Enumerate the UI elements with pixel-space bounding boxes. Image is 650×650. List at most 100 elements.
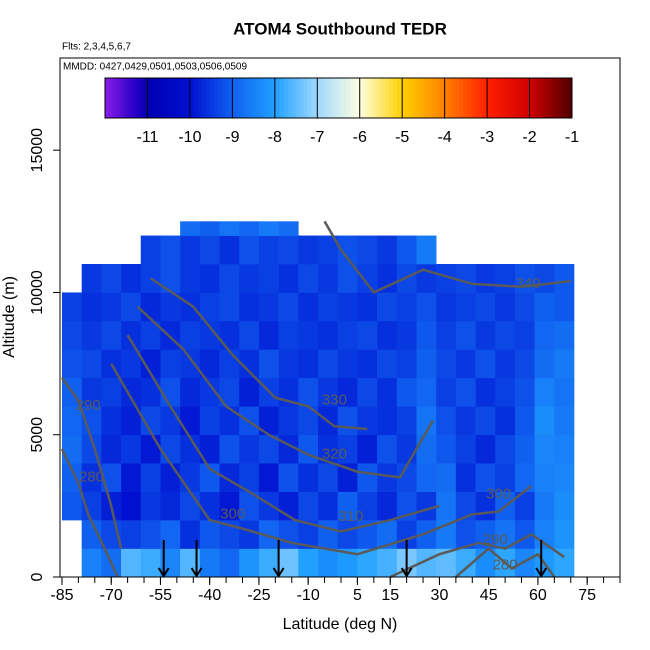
heatmap-cell	[239, 434, 260, 464]
heatmap-cell	[298, 235, 319, 265]
heatmap-cell	[416, 463, 437, 492]
chart-title: ATOM4 Southbound TEDR	[233, 19, 447, 38]
colorbar-segment	[276, 78, 281, 118]
heatmap-cell	[475, 264, 496, 293]
colorbar-tick-label: -4	[438, 129, 452, 146]
heatmap-cell	[199, 463, 220, 492]
heatmap-cell	[377, 406, 398, 436]
heatmap-cell	[534, 434, 555, 464]
heatmap-cell	[199, 235, 220, 265]
heatmap-cell	[298, 292, 319, 322]
heatmap-cell	[318, 491, 339, 521]
heatmap-cell	[219, 406, 240, 436]
colorbar-segment	[439, 78, 445, 118]
colorbar-segment	[420, 78, 425, 118]
heatmap-cell	[436, 320, 457, 350]
heatmap-cell	[140, 292, 161, 322]
heatmap-cell	[140, 434, 161, 464]
heatmap-cell	[337, 349, 358, 379]
heatmap-cell	[416, 235, 437, 265]
heatmap-cell	[101, 377, 122, 407]
heatmap-cell	[455, 548, 476, 578]
contour-label: 300	[486, 485, 511, 502]
heatmap-cell	[258, 235, 279, 265]
y-tick-label: 15000	[29, 128, 46, 173]
colorbar-segment	[544, 78, 550, 118]
heatmap-cell	[278, 292, 299, 322]
heatmap-cell	[534, 463, 555, 492]
heatmap-cell	[278, 406, 299, 436]
colorbar-segment	[295, 78, 301, 118]
heatmap-cell	[357, 463, 378, 492]
heatmap-cell	[455, 463, 476, 492]
heatmap-cell	[160, 349, 181, 379]
heatmap-cell	[455, 406, 476, 436]
heatmap-cell	[554, 349, 575, 379]
colorbar-segment	[568, 78, 573, 118]
heatmap-cell	[199, 520, 220, 549]
heatmap-cell	[219, 548, 240, 578]
heatmap-cell	[199, 377, 220, 407]
heatmap-cell	[475, 377, 496, 407]
colorbar-segment	[412, 78, 417, 118]
heatmap-cell	[416, 434, 437, 464]
heatmap-cell	[357, 292, 378, 322]
heatmap-cell	[337, 520, 358, 549]
annotation: MMDD: 0427,0429,0501,0503,0506,0509	[63, 62, 247, 73]
colorbar-segment	[361, 78, 367, 118]
colorbar-segment	[478, 78, 483, 118]
heatmap-cell	[357, 377, 378, 407]
heatmap-cell	[61, 292, 82, 322]
x-tick-label: -70	[100, 587, 123, 604]
heatmap-cell	[140, 406, 161, 436]
colorbar-segment	[198, 78, 203, 118]
colorbar-segment	[128, 78, 133, 118]
colorbar-segment	[463, 78, 468, 118]
profile-arrowhead	[272, 567, 285, 578]
contour-label: 280	[493, 557, 518, 574]
colorbar-segment	[175, 78, 180, 118]
heatmap-cell	[416, 491, 437, 521]
heatmap-cell	[160, 292, 181, 322]
colorbar-segment	[256, 78, 262, 118]
x-tick-label: -25	[247, 587, 270, 604]
heatmap-cell	[495, 463, 516, 492]
heatmap-cell	[377, 491, 398, 521]
heatmap-cell	[554, 264, 575, 293]
heatmap-cell	[416, 548, 437, 578]
heatmap-cell	[514, 434, 535, 464]
heatmap-cell	[475, 434, 496, 464]
heatmap-cell	[81, 548, 102, 578]
heatmap-cell	[298, 463, 319, 492]
heatmap-cell	[160, 264, 181, 293]
colorbar-segment	[124, 78, 129, 118]
heatmap-cell	[160, 463, 181, 492]
colorbar-tick-label: -5	[395, 129, 409, 146]
heatmap-cell	[416, 292, 437, 322]
heatmap-cell	[239, 235, 260, 265]
heatmap-cell	[318, 377, 339, 407]
colorbar-tick-label: -7	[310, 129, 324, 146]
heatmap-cell	[81, 292, 102, 322]
heatmap-cell	[298, 406, 319, 436]
heatmap-cell	[514, 320, 535, 350]
colorbar-segment	[392, 78, 398, 118]
heatmap-cell	[258, 434, 279, 464]
heatmap-cell	[436, 377, 457, 407]
heatmap-cell	[554, 548, 575, 578]
heatmap-cell	[121, 434, 142, 464]
colorbar-segment	[132, 78, 137, 118]
colorbar-segment	[268, 78, 273, 118]
colorbar-segment	[241, 78, 246, 118]
heatmap-cell	[61, 491, 82, 521]
heatmap-cell	[278, 264, 299, 293]
contour-label: 310	[338, 508, 363, 525]
subtitle: Flts: 2,3,4,5,6,7	[62, 42, 131, 53]
heatmap-cell	[239, 320, 260, 350]
heatmap-cell	[534, 406, 555, 436]
heatmap-cell	[337, 434, 358, 464]
heatmap-cell	[495, 520, 516, 549]
heatmap-cell	[396, 463, 417, 492]
heatmap-cell	[219, 491, 240, 521]
